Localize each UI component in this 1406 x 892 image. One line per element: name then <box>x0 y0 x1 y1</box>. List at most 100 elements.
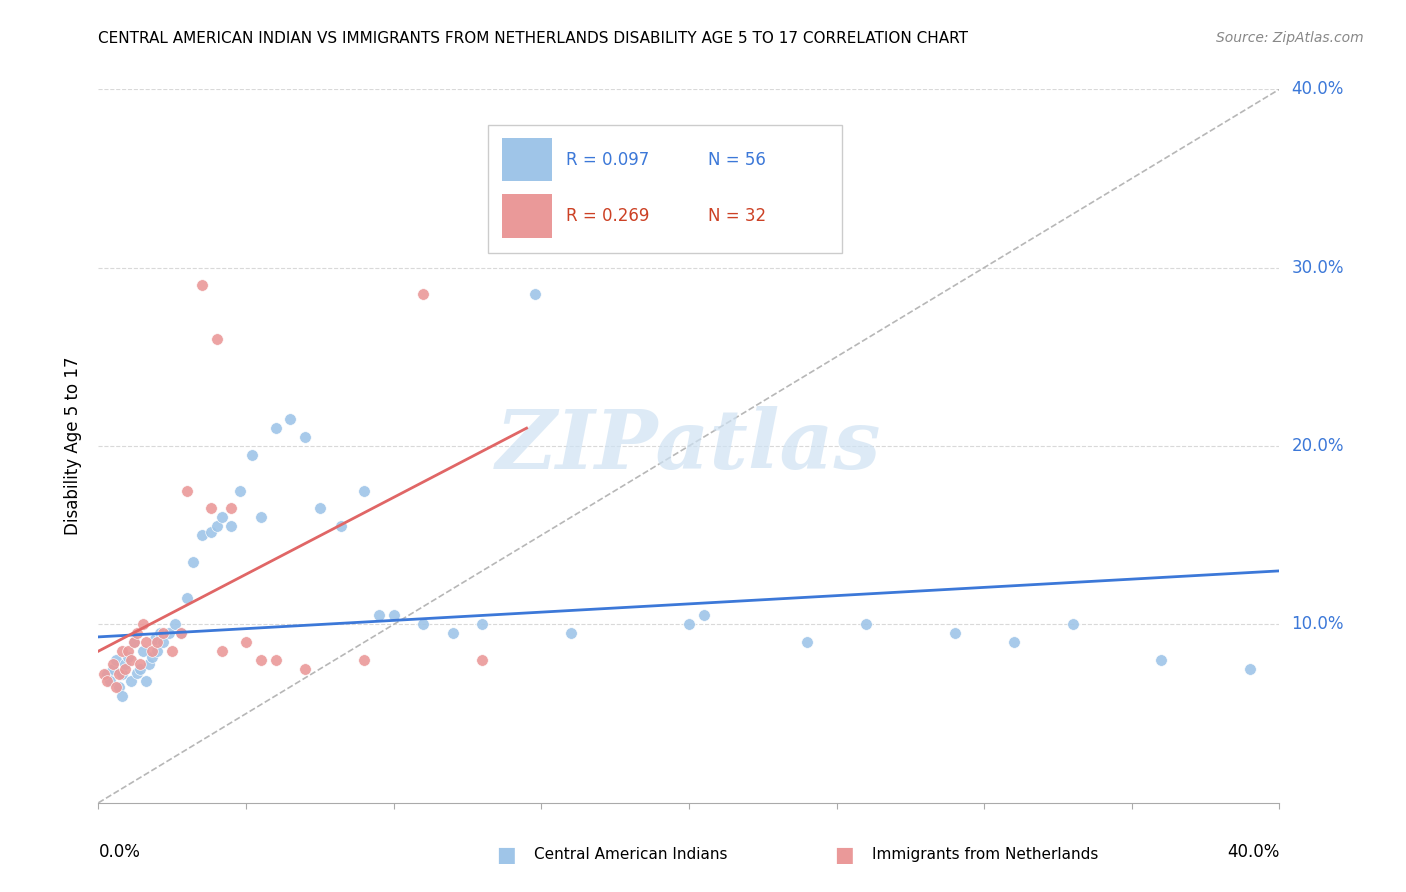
Point <box>135 635 157 649</box>
Point <box>111 689 134 703</box>
Point <box>1062 617 1084 632</box>
Point <box>125 665 148 680</box>
Point <box>105 680 128 694</box>
Point <box>353 653 375 667</box>
Point <box>1150 653 1173 667</box>
Point <box>128 657 150 671</box>
Point <box>678 617 700 632</box>
Point <box>138 657 160 671</box>
Point <box>294 662 316 676</box>
Point <box>120 674 142 689</box>
Point <box>943 626 966 640</box>
Point <box>98 674 121 689</box>
Point <box>141 649 163 664</box>
Point <box>162 644 183 658</box>
Point <box>152 635 174 649</box>
Text: 40.0%: 40.0% <box>1227 843 1279 861</box>
Point <box>114 662 136 676</box>
Text: ■: ■ <box>496 845 516 864</box>
Text: ZIPatlas: ZIPatlas <box>496 406 882 486</box>
Point <box>146 644 169 658</box>
Text: 40.0%: 40.0% <box>1291 80 1344 98</box>
Point <box>278 412 302 426</box>
Point <box>560 626 582 640</box>
Point <box>229 483 252 498</box>
Point <box>93 667 115 681</box>
Point <box>122 635 145 649</box>
Point <box>471 653 494 667</box>
Point <box>240 448 263 462</box>
Point <box>165 617 187 632</box>
Point <box>264 653 287 667</box>
Point <box>412 287 434 301</box>
Point <box>524 287 547 301</box>
Point <box>219 501 242 516</box>
Point <box>200 524 222 539</box>
Text: 10.0%: 10.0% <box>1291 615 1344 633</box>
Y-axis label: Disability Age 5 to 17: Disability Age 5 to 17 <box>65 357 83 535</box>
Point <box>176 591 198 605</box>
Point <box>103 657 125 671</box>
Point <box>200 501 222 516</box>
Point <box>441 626 464 640</box>
Point <box>264 421 287 435</box>
Point <box>170 626 193 640</box>
Point <box>368 608 391 623</box>
Point <box>329 519 352 533</box>
Point <box>205 332 228 346</box>
Point <box>211 510 233 524</box>
Text: 30.0%: 30.0% <box>1291 259 1344 277</box>
Point <box>250 653 273 667</box>
Point <box>125 626 148 640</box>
Point <box>471 617 494 632</box>
Point <box>96 674 118 689</box>
Point <box>181 555 204 569</box>
Point <box>103 662 125 676</box>
Point <box>211 644 233 658</box>
Point <box>96 667 118 681</box>
Point <box>157 626 180 640</box>
Point <box>152 626 174 640</box>
Point <box>132 644 155 658</box>
Point <box>117 649 139 664</box>
Point <box>205 519 228 533</box>
Point <box>135 674 157 689</box>
Text: Central American Indians: Central American Indians <box>534 847 728 862</box>
Point <box>149 626 172 640</box>
Point <box>108 667 131 681</box>
Point <box>176 483 198 498</box>
Point <box>114 657 136 671</box>
Point <box>105 653 128 667</box>
Point <box>143 632 166 646</box>
Point <box>294 430 316 444</box>
Point <box>1002 635 1025 649</box>
Text: 20.0%: 20.0% <box>1291 437 1344 455</box>
Point <box>309 501 332 516</box>
Point <box>353 483 375 498</box>
Text: Source: ZipAtlas.com: Source: ZipAtlas.com <box>1216 31 1364 45</box>
Point <box>693 608 716 623</box>
Point <box>170 626 193 640</box>
Point <box>382 608 405 623</box>
Point <box>111 667 134 681</box>
Point <box>796 635 818 649</box>
Text: ■: ■ <box>834 845 853 864</box>
Point <box>141 644 163 658</box>
Point <box>146 635 169 649</box>
Point <box>120 653 142 667</box>
Point <box>122 635 145 649</box>
Text: Immigrants from Netherlands: Immigrants from Netherlands <box>872 847 1098 862</box>
Point <box>117 644 139 658</box>
Point <box>235 635 257 649</box>
Point <box>132 617 155 632</box>
Text: 0.0%: 0.0% <box>98 843 141 861</box>
Point <box>191 528 214 542</box>
Point <box>108 680 131 694</box>
Point <box>855 617 877 632</box>
Point <box>1239 662 1261 676</box>
Point <box>412 617 434 632</box>
Point <box>128 662 150 676</box>
Point <box>219 519 242 533</box>
Point <box>191 278 214 293</box>
Point <box>111 644 134 658</box>
